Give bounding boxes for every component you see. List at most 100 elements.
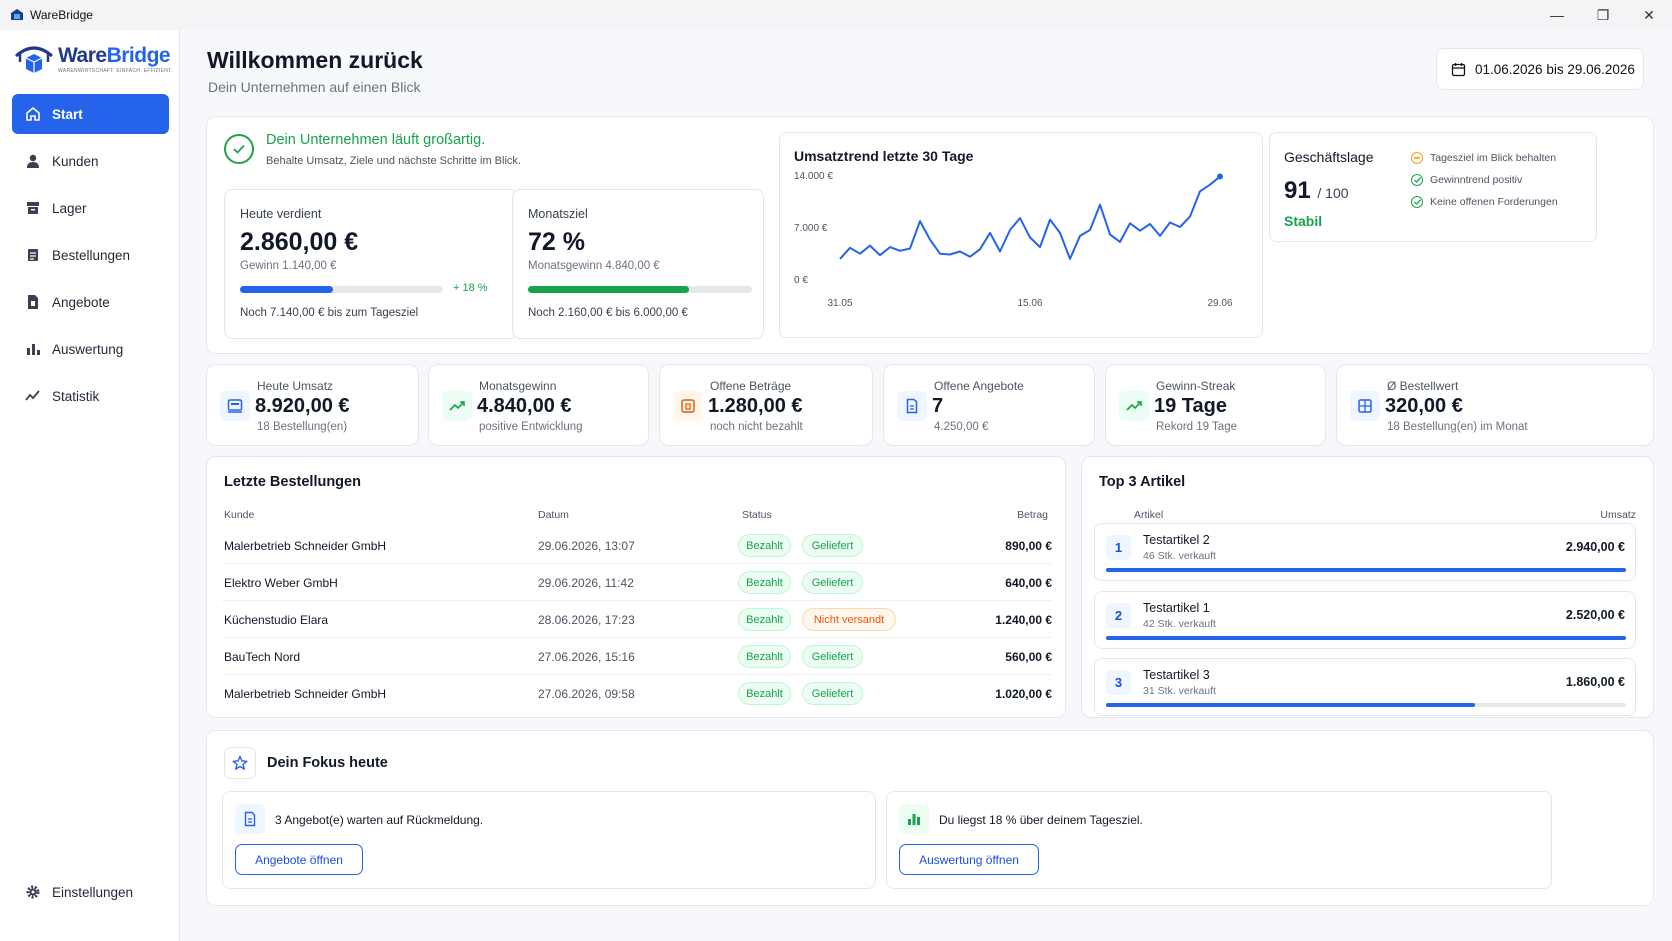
nav-item-statistik[interactable]: Statistik (12, 376, 169, 416)
kpi-card-heute-umsatz[interactable]: Heute Umsatz 8.920,00 € 18 Bestellung(en… (206, 364, 419, 446)
monthly-goal-value: 72 % (528, 228, 585, 256)
trend-icon (24, 387, 42, 405)
nav-item-label: Statistik (52, 388, 100, 404)
nav-item-einstellungen[interactable]: Einstellungen (12, 872, 169, 912)
payment-status-badge: Bezahlt (738, 608, 791, 631)
focus-today-card: Dein Fokus heute 3 Angebot(e) warten auf… (206, 730, 1654, 906)
article-share-fill (1106, 636, 1626, 640)
kpi-card-offene-angebote[interactable]: Offene Angebote 7 4.250,00 € (883, 364, 1095, 446)
checklist-text: Tagesziel im Blick behalten (1430, 152, 1557, 164)
x-tick-label: 29.06 (1207, 298, 1232, 309)
order-customer: Malerbetrieb Schneider GmbH (224, 539, 387, 553)
open-offers-button[interactable]: Angebote öffnen (235, 844, 363, 875)
top-article-item[interactable]: 3 Testartikel 3 31 Stk. verkauft 1.860,0… (1094, 658, 1636, 716)
nav-item-label: Auswertung (52, 341, 124, 357)
recent-orders-card: Letzte Bestellungen Kunde Datum Status B… (206, 456, 1066, 718)
article-rank: 2 (1106, 603, 1131, 628)
table-row[interactable]: Elektro Weber GmbH 29.06.2026, 11:42 Bez… (222, 564, 1052, 601)
column-header-customer: Kunde (224, 509, 255, 521)
nav-item-label: Start (52, 106, 83, 122)
order-amount: 890,00 € (1005, 539, 1052, 553)
nav-item-angebote[interactable]: Angebote (12, 282, 169, 322)
orders-icon (24, 246, 42, 264)
nav-item-lager[interactable]: Lager (12, 188, 169, 228)
home-icon (24, 105, 42, 123)
table-row[interactable]: Malerbetrieb Schneider GmbH 27.06.2026, … (222, 675, 1052, 712)
date-range-button[interactable]: 01.06.2026 bis 29.06.2026 (1436, 48, 1644, 90)
article-sold: 46 Stk. verkauft (1143, 550, 1216, 562)
table-row[interactable]: Malerbetrieb Schneider GmbH 29.06.2026, … (222, 527, 1052, 564)
order-date: 29.06.2026, 13:07 (538, 539, 635, 553)
minimize-button[interactable]: — (1550, 7, 1564, 23)
order-date: 27.06.2026, 09:58 (538, 687, 635, 701)
order-customer: Küchenstudio Elara (224, 613, 329, 627)
kpi-card-gewinn-streak[interactable]: Gewinn-Streak 19 Tage Rekord 19 Tage (1105, 364, 1326, 446)
today-earnings-card: Heute verdient 2.860,00 € Gewinn 1.140,0… (224, 189, 518, 339)
kpi-card-offene-betraege[interactable]: Offene Beträge 1.280,00 € noch nicht bez… (659, 364, 873, 446)
payment-status-badge: Bezahlt (738, 682, 791, 705)
window-title: WareBridge (30, 8, 93, 22)
last-point-marker (1217, 173, 1223, 180)
article-share-fill (1106, 703, 1476, 707)
business-status-card: Geschäftslage 91 / 100 Stabil Tagesziel … (1269, 132, 1597, 242)
brand-logo[interactable]: WareBridge WARENWIRTSCHAFT. EINFACH. EFF… (14, 42, 173, 76)
kpi-card-monatsgewinn[interactable]: Monatsgewinn 4.840,00 € positive Entwick… (428, 364, 649, 446)
business-status-title: Geschäftslage (1284, 149, 1374, 165)
checklist-item: Gewinntrend positiv (1411, 169, 1558, 191)
article-rank: 3 (1106, 670, 1131, 695)
nav-item-label: Lager (52, 200, 87, 216)
order-customer: BauTech Nord (224, 650, 301, 664)
star-icon (224, 747, 256, 779)
table-row[interactable]: BauTech Nord 27.06.2026, 15:16 Bezahlt G… (222, 638, 1052, 675)
business-state: Stabil (1284, 213, 1323, 229)
column-header-amount: Betrag (1017, 509, 1048, 521)
warning-circle-icon (1411, 152, 1423, 164)
recent-orders-title: Letzte Bestellungen (224, 474, 361, 490)
kpi-value: 7 (932, 395, 944, 417)
table-row[interactable]: Küchenstudio Elara 28.06.2026, 17:23 Bez… (222, 601, 1052, 638)
kpi-value: 4.840,00 € (477, 395, 572, 417)
open-evaluation-button[interactable]: Auswertung öffnen (899, 844, 1039, 875)
title-bar: WareBridge — ❐ ✕ (0, 0, 1672, 30)
payment-status-badge: Bezahlt (738, 534, 791, 557)
article-revenue: 2.520,00 € (1565, 608, 1625, 622)
focus-task-text: 3 Angebot(e) warten auf Rückmeldung. (275, 813, 484, 827)
payment-status-badge: Bezahlt (738, 571, 791, 594)
article-share-bar (1106, 636, 1626, 640)
nav-item-bestellungen[interactable]: Bestellungen (12, 235, 169, 275)
monthly-goal-progress-bar (528, 286, 752, 293)
y-tick-label: 7.000 € (794, 223, 828, 234)
x-tick-label: 15.06 (1017, 298, 1042, 309)
kpi-sub: noch nicht bezahlt (710, 421, 803, 433)
maximize-button[interactable]: ❐ (1596, 6, 1610, 23)
overview-header: Dein Unternehmen läuft großartig. Behalt… (224, 132, 521, 167)
close-button[interactable]: ✕ (1643, 6, 1655, 23)
article-name: Testartikel 2 (1143, 533, 1210, 547)
order-date: 27.06.2026, 15:16 (538, 650, 635, 664)
nav-item-kunden[interactable]: Kunden (12, 141, 169, 181)
kpi-label: Ø Bestellwert (1387, 379, 1459, 393)
nav-item-auswertung[interactable]: Auswertung (12, 329, 169, 369)
article-share-bar (1106, 703, 1626, 707)
checklist-item: Keine offenen Forderungen (1411, 191, 1558, 213)
top-articles-card: Top 3 Artikel Artikel Umsatz 1 Testartik… (1081, 456, 1654, 718)
calendar-icon (1451, 62, 1466, 76)
daily-goal-remaining: Noch 7.140,00 € bis zum Tagesziel (240, 307, 419, 319)
kpi-card-bestellwert[interactable]: Ø Bestellwert 320,00 € 18 Bestellung(en)… (1336, 364, 1654, 446)
shipping-status-badge: Nicht versandt (802, 608, 896, 631)
top-article-item[interactable]: 2 Testartikel 1 42 Stk. verkauft 2.520,0… (1094, 591, 1636, 649)
revenue-trend-card: Umsatztrend letzte 30 Tage 14.000 € 7.000… (779, 132, 1263, 338)
shipping-status-badge: Geliefert (802, 534, 863, 557)
check-circle-icon (1411, 174, 1423, 186)
top-article-item[interactable]: 1 Testartikel 2 46 Stk. verkauft 2.940,0… (1094, 523, 1636, 581)
top-articles-title: Top 3 Artikel (1099, 474, 1186, 490)
kpi-label: Heute Umsatz (257, 379, 334, 393)
nav-item-start[interactable]: Start (12, 94, 169, 134)
app-logo-icon (11, 9, 23, 20)
main-nav: Start Kunden Lager Bestellungen Angebote… (12, 94, 169, 423)
nav-item-label: Bestellungen (52, 247, 131, 263)
kpi-sub: Rekord 19 Tage (1156, 421, 1237, 433)
monthly-goal-remaining: Noch 2.160,00 € bis 6.000,00 € (528, 307, 688, 319)
check-circle-icon (224, 134, 254, 164)
revenue-trend-chart: 14.000 € 7.000 € 0 € 31.05 15.06 29.06 (794, 171, 1233, 309)
